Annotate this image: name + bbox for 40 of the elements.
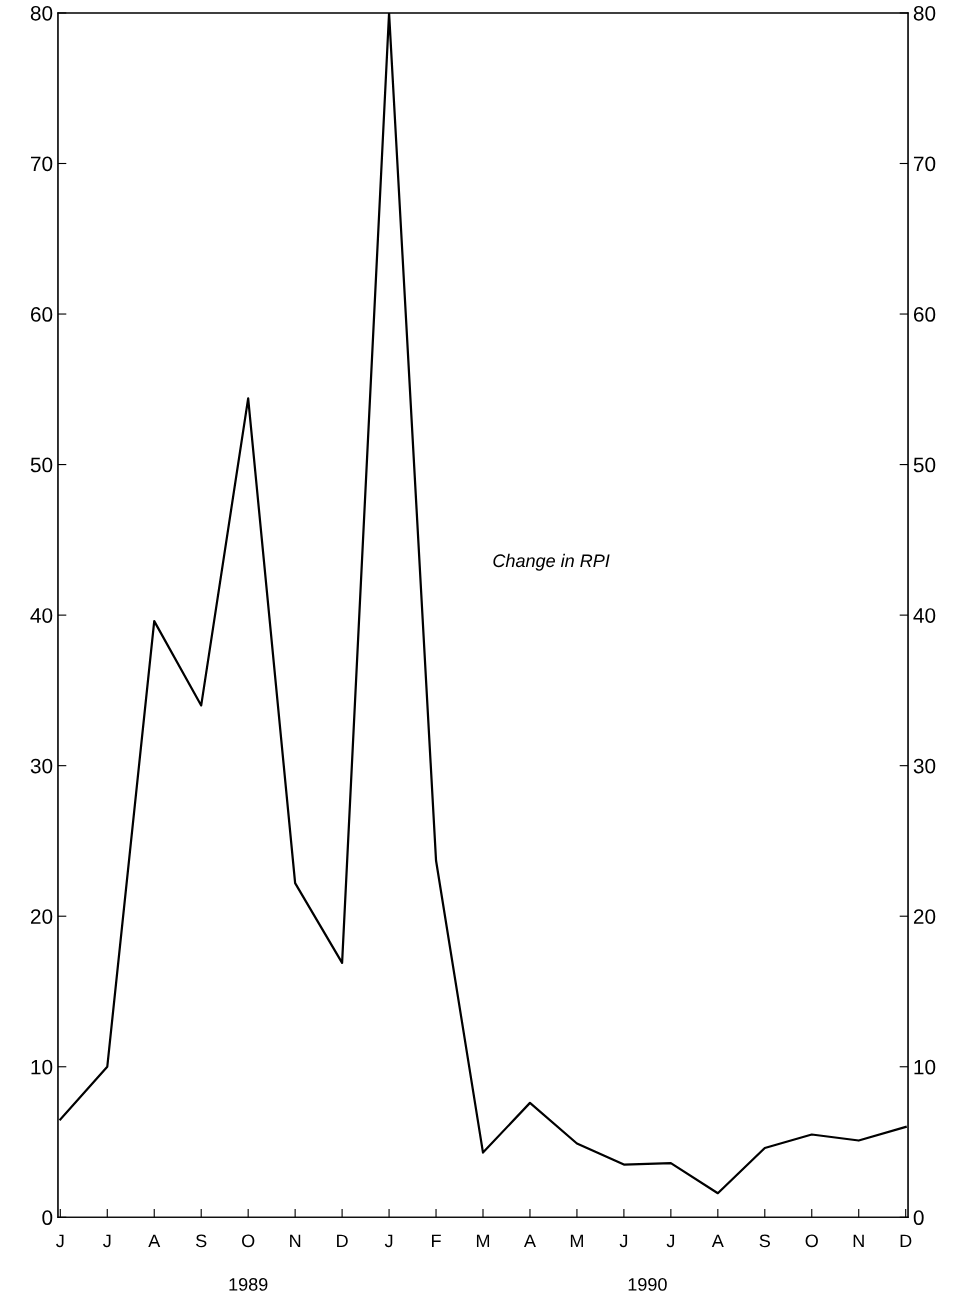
y-tick-label: 80	[30, 5, 53, 21]
y2-tick-label: 30	[913, 758, 936, 774]
x-tick-label: F	[432, 1234, 441, 1248]
x-tick-label: S	[196, 1234, 207, 1248]
y-tick-label: 60	[30, 307, 53, 322]
text: 1989	[229, 1277, 268, 1291]
y2-tick-label: 10	[914, 1059, 936, 1075]
y2-tick-label: 40	[913, 608, 936, 623]
x-tick-label: A	[148, 1234, 161, 1248]
x-tick-label: N	[290, 1234, 301, 1248]
y-tick-label: 70	[31, 156, 53, 172]
y-tick-label: 40	[30, 608, 53, 623]
y-tick-label: 20	[30, 909, 53, 924]
x-tick-label: M	[570, 1234, 583, 1248]
x-tick-label: D	[337, 1234, 348, 1248]
x-tick-label: J	[384, 1234, 393, 1248]
x-tick-label: J	[619, 1234, 628, 1248]
x-tick-label: A	[711, 1234, 724, 1248]
y2-tick-label: 50	[913, 457, 936, 473]
x-tick-label: N	[853, 1234, 864, 1248]
y2-tick-label: 60	[913, 307, 936, 322]
y2-tick-label: 0	[913, 1210, 924, 1226]
y-tick-label: 30	[30, 758, 53, 774]
x-tick-label: O	[805, 1234, 818, 1248]
y2-tick-label: 70	[913, 156, 936, 172]
text: 1990	[628, 1277, 667, 1291]
x-tick-label: D	[900, 1234, 912, 1248]
y-tick-label: 0	[42, 1210, 53, 1226]
x-tick-label: J	[666, 1234, 675, 1248]
text: Change in RPI	[493, 553, 610, 571]
y2-tick-label: 20	[913, 909, 936, 924]
y2-tick-label: 80	[913, 5, 936, 21]
x-tick-label: J	[56, 1234, 64, 1248]
x-tick-label: A	[523, 1234, 536, 1248]
x-tick-label: S	[759, 1234, 770, 1248]
x-tick-label: J	[103, 1234, 111, 1248]
x-tick-label: O	[242, 1234, 255, 1248]
x-tick-label: M	[476, 1234, 490, 1248]
y-tick-label: 50	[30, 457, 53, 473]
y-tick-label: 10	[31, 1059, 53, 1075]
